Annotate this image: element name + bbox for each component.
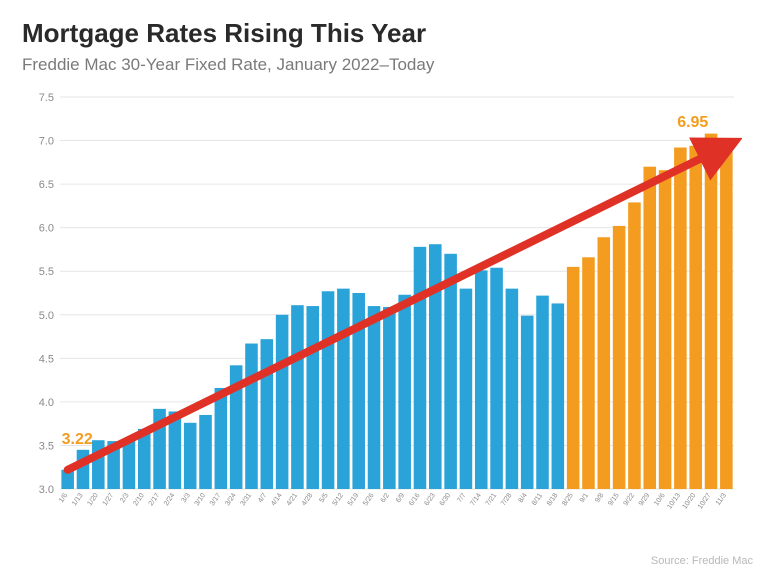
- x-tick-label: 9/1: [579, 492, 590, 504]
- x-tick-label: 9/29: [638, 492, 652, 507]
- bar: [643, 167, 656, 489]
- bar: [215, 388, 228, 489]
- bar: [306, 306, 319, 489]
- x-tick-label: 6/23: [423, 492, 437, 507]
- x-tick-label: 2/10: [132, 492, 146, 507]
- x-tick-label: 5/19: [347, 492, 361, 507]
- bar: [674, 148, 687, 489]
- x-tick-label: 8/11: [531, 492, 544, 507]
- x-tick-label: 10/6: [653, 492, 667, 507]
- bar: [245, 344, 258, 489]
- bar: [475, 270, 488, 489]
- y-tick-label: 5.5: [39, 266, 54, 278]
- x-tick-label: 3/24: [224, 492, 238, 507]
- y-tick-label: 4.0: [39, 397, 54, 409]
- bar: [414, 247, 427, 489]
- bar: [659, 170, 672, 489]
- x-tick-label: 2/3: [119, 492, 130, 504]
- x-tick-label: 9/15: [607, 492, 621, 507]
- bar: [383, 307, 396, 489]
- y-tick-label: 3.0: [39, 484, 54, 496]
- x-tick-label: 5/5: [318, 492, 329, 504]
- x-tick-label: 1/20: [86, 492, 100, 507]
- bar: [291, 305, 304, 489]
- x-tick-label: 9/8: [594, 492, 605, 504]
- y-tick-label: 3.5: [39, 440, 54, 452]
- x-tick-label: 11/3: [715, 492, 728, 507]
- x-tick-label: 3/31: [240, 492, 254, 507]
- x-tick-label: 8/18: [546, 492, 560, 507]
- bar: [460, 289, 473, 489]
- x-tick-label: 10/27: [697, 492, 713, 510]
- bar: [521, 316, 534, 489]
- x-tick-label: 5/12: [331, 492, 345, 507]
- x-tick-label: 1/27: [102, 492, 116, 507]
- bar: [552, 303, 565, 489]
- bar: [77, 450, 90, 489]
- x-tick-label: 2/17: [148, 492, 162, 507]
- bar: [429, 244, 442, 489]
- bar: [184, 423, 197, 489]
- bar: [628, 202, 641, 489]
- x-tick-label: 8/25: [561, 492, 575, 507]
- x-tick-label: 4/7: [257, 492, 268, 504]
- y-tick-label: 7.5: [39, 92, 54, 104]
- x-tick-label: 6/16: [408, 492, 422, 507]
- value-label-start: 3.22: [62, 431, 93, 448]
- bar: [337, 289, 350, 489]
- x-tick-label: 4/14: [270, 492, 284, 507]
- chart-subtitle: Freddie Mac 30-Year Fixed Rate, January …: [22, 55, 753, 75]
- source-label: Source: Freddie Mac: [651, 555, 753, 567]
- y-tick-label: 6.5: [39, 179, 54, 191]
- x-tick-label: 7/21: [485, 492, 499, 507]
- y-tick-label: 7.0: [39, 136, 54, 148]
- bar: [705, 134, 718, 489]
- bar: [368, 306, 381, 489]
- x-tick-label: 9/22: [623, 492, 637, 507]
- bar: [92, 440, 105, 489]
- x-tick-label: 7/14: [469, 492, 483, 507]
- x-tick-label: 4/21: [286, 492, 300, 507]
- y-tick-label: 4.5: [39, 353, 54, 365]
- x-tick-label: 6/9: [395, 492, 406, 504]
- bar: [598, 237, 611, 489]
- x-tick-label: 8/4: [518, 492, 529, 504]
- chart-svg: 3.03.54.04.55.05.56.06.57.07.51/61/131/2…: [22, 89, 742, 519]
- x-tick-label: 3/10: [194, 492, 208, 507]
- x-tick-label: 7/28: [500, 492, 514, 507]
- x-tick-label: 4/28: [301, 492, 315, 507]
- bar: [398, 295, 411, 489]
- bar: [444, 254, 457, 489]
- bar: [322, 291, 335, 489]
- x-tick-label: 6/30: [439, 492, 453, 507]
- bar: [536, 296, 549, 489]
- chart-container: Mortgage Rates Rising This Year Freddie …: [0, 0, 775, 575]
- value-label-end: 6.95: [677, 114, 708, 131]
- x-tick-label: 3/17: [209, 492, 223, 507]
- bar: [689, 146, 702, 489]
- bar: [123, 441, 136, 489]
- x-tick-label: 1/6: [58, 492, 69, 504]
- bar: [613, 226, 626, 489]
- x-tick-label: 3/3: [181, 492, 192, 504]
- x-tick-label: 7/7: [456, 492, 467, 504]
- bar: [506, 289, 519, 489]
- bar: [567, 267, 580, 489]
- bar: [276, 315, 289, 489]
- bar: [199, 415, 212, 489]
- bar: [261, 339, 274, 489]
- chart-box: 3.03.54.04.55.05.56.06.57.07.51/61/131/2…: [22, 89, 742, 519]
- x-tick-label: 6/2: [380, 492, 391, 504]
- y-tick-label: 6.0: [39, 223, 54, 235]
- chart-title: Mortgage Rates Rising This Year: [22, 18, 753, 49]
- bar: [582, 257, 595, 489]
- x-tick-label: 10/20: [682, 492, 698, 510]
- x-tick-label: 1/13: [71, 492, 85, 507]
- x-tick-label: 10/13: [666, 492, 682, 510]
- x-tick-label: 2/24: [163, 492, 177, 507]
- y-tick-label: 5.0: [39, 310, 54, 322]
- bar: [490, 268, 503, 489]
- bar: [720, 145, 733, 489]
- x-tick-label: 5/26: [362, 492, 376, 507]
